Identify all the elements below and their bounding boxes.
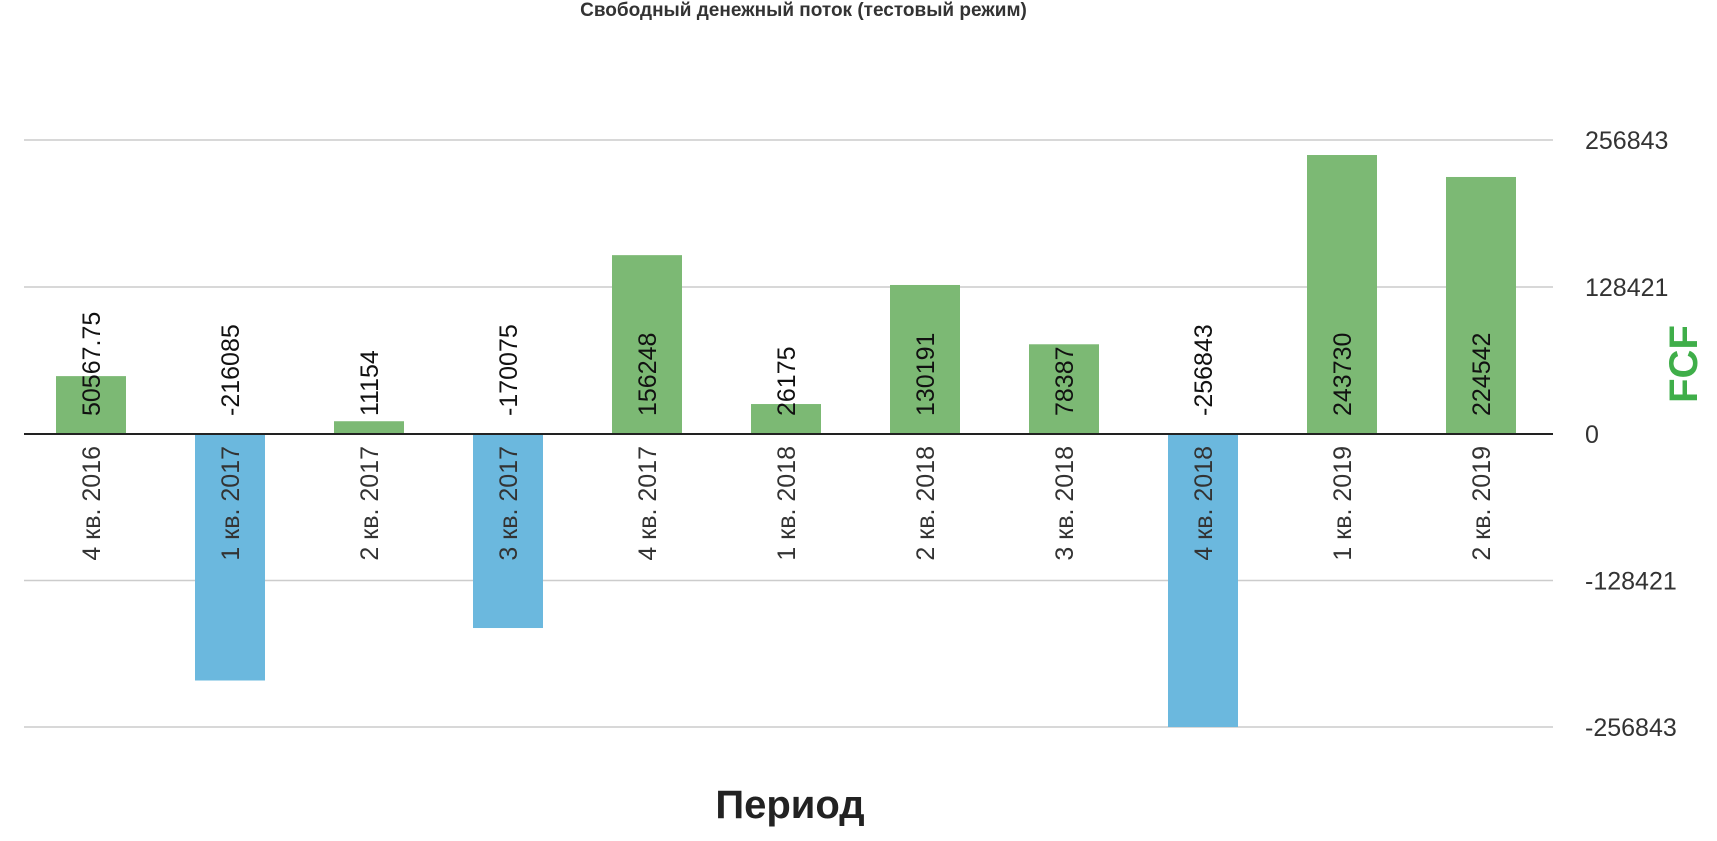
- x-axis-title: Период: [715, 783, 864, 827]
- x-tick-label: 2 кв. 2019: [1468, 446, 1496, 561]
- chart-title: Свободный денежный поток (тестовый режим…: [580, 0, 1027, 21]
- data-label: 50567.75: [78, 312, 106, 416]
- data-label: 11154: [356, 350, 384, 416]
- x-tick-label: 4 кв. 2017: [634, 446, 662, 561]
- y-tick-label: 256843: [1585, 127, 1668, 155]
- data-label: 130191: [912, 333, 940, 416]
- data-label: 243730: [1329, 333, 1357, 416]
- x-tick-label: 2 кв. 2017: [356, 446, 384, 561]
- y-tick-label: -128421: [1585, 567, 1677, 595]
- x-tick-label: 1 кв. 2017: [217, 446, 245, 561]
- data-label: 26175: [773, 346, 801, 416]
- bar[interactable]: [1307, 155, 1377, 434]
- data-label: 224542: [1468, 333, 1496, 416]
- data-label: -216085: [217, 324, 245, 416]
- bar[interactable]: [56, 376, 126, 434]
- bar[interactable]: [751, 404, 821, 434]
- x-tick-label: 4 кв. 2016: [78, 446, 106, 561]
- bar[interactable]: [1029, 344, 1099, 434]
- bar[interactable]: [473, 434, 543, 629]
- x-tick-label: 1 кв. 2018: [773, 446, 801, 561]
- gridlines: [24, 139, 1553, 728]
- bar[interactable]: [334, 421, 404, 434]
- x-tick-label: 3 кв. 2018: [1051, 446, 1079, 561]
- bar[interactable]: [1446, 176, 1516, 434]
- data-label: 156248: [634, 333, 662, 416]
- data-label: -256843: [1190, 324, 1218, 416]
- y-tick-label: -256843: [1585, 714, 1677, 742]
- x-tick-label: 4 кв. 2018: [1190, 446, 1218, 561]
- bar[interactable]: [612, 255, 682, 434]
- labels: 256843 128421 0 -128421 -256843 4 кв. 2016 505…: [78, 127, 1677, 742]
- bar[interactable]: [1168, 434, 1238, 727]
- y-tick-label: 128421: [1585, 274, 1668, 302]
- bar[interactable]: [195, 434, 265, 681]
- x-tick-label: 1 кв. 2019: [1329, 446, 1357, 561]
- bar[interactable]: [890, 284, 960, 434]
- bars: [56, 155, 1516, 727]
- data-label: -170075: [495, 324, 523, 416]
- y-tick-label: 0: [1585, 421, 1599, 449]
- data-label: 78387: [1051, 346, 1079, 416]
- y-axis-title: FCF: [1662, 325, 1706, 403]
- x-tick-label: 3 кв. 2017: [495, 446, 523, 561]
- x-tick-label: 2 кв. 2018: [912, 446, 940, 561]
